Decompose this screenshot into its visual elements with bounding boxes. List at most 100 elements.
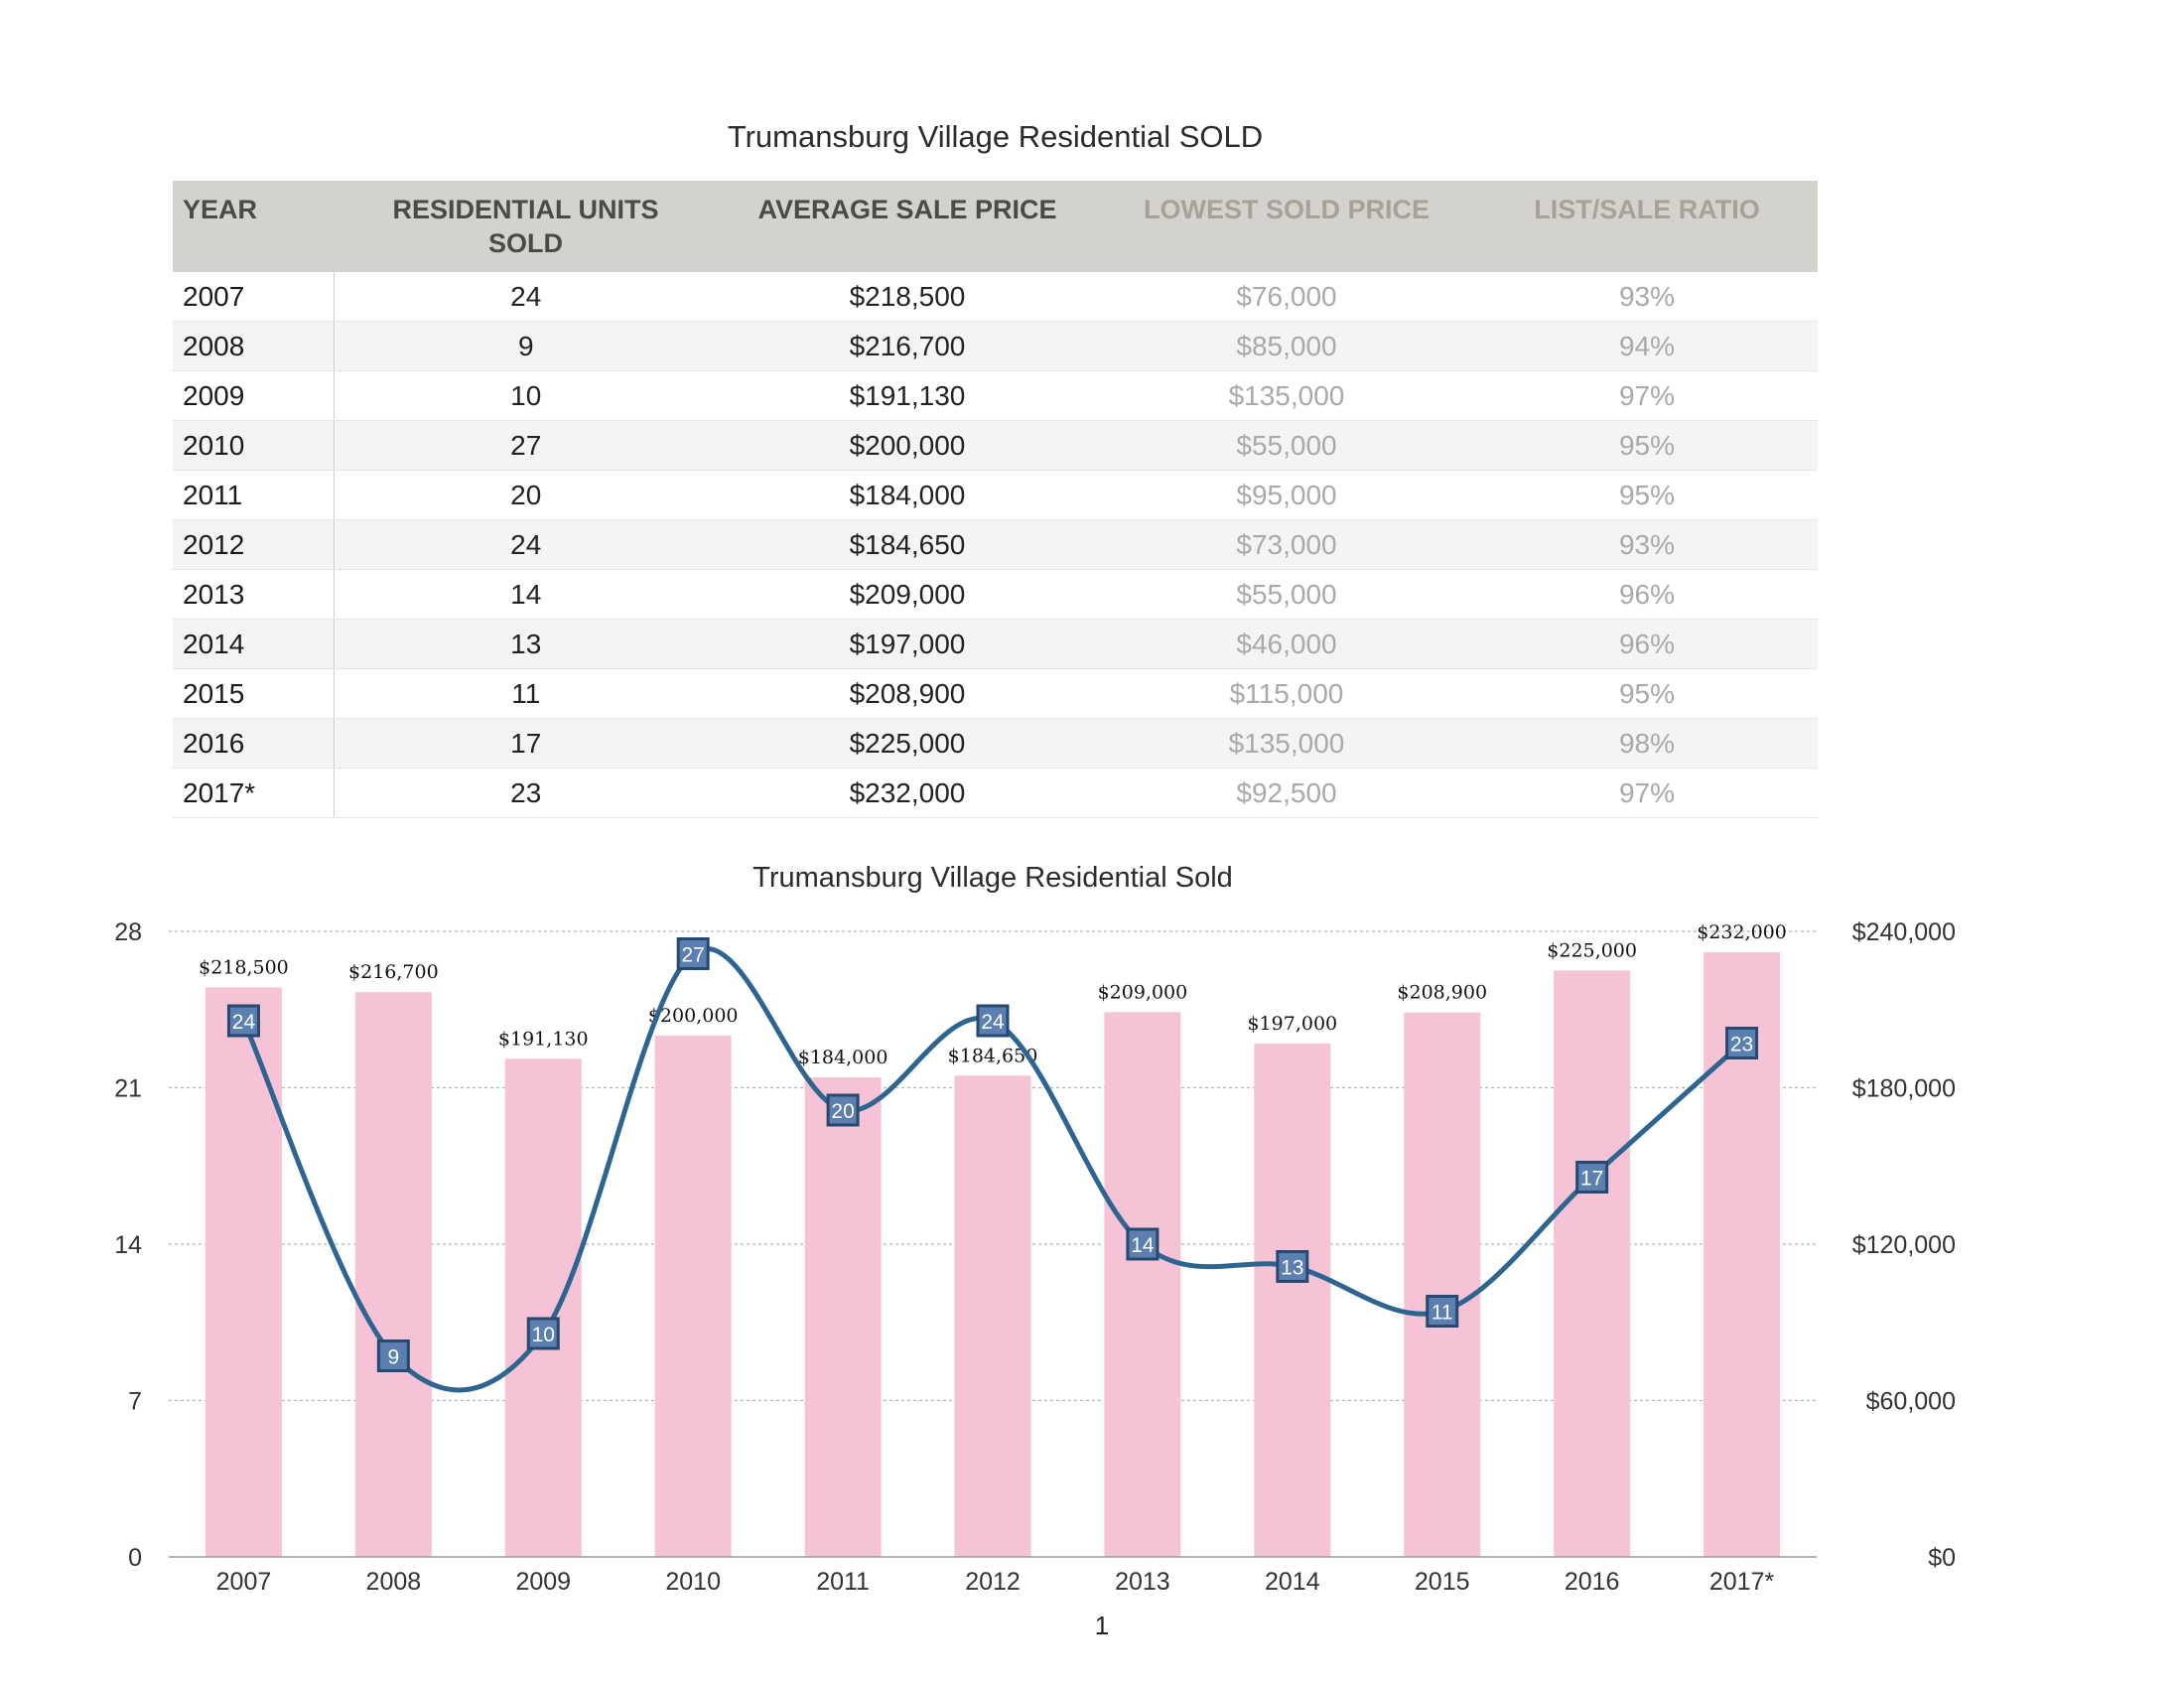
bar-data-label: $225,000 bbox=[1547, 939, 1637, 961]
line-point-label: 27 bbox=[682, 944, 705, 967]
cell-year: 2013 bbox=[173, 569, 335, 620]
x-tick-label: 2009 bbox=[515, 1568, 571, 1596]
bar-data-label: $216,700 bbox=[348, 961, 439, 983]
table-row: 2016 17 $225,000 $135,000 98% bbox=[173, 718, 1818, 769]
cell-lowest-price: $46,000 bbox=[1097, 619, 1476, 669]
cell-year: 2007 bbox=[173, 272, 335, 322]
bar-data-label: $209,000 bbox=[1098, 981, 1188, 1003]
bar-data-label: $184,650 bbox=[948, 1045, 1038, 1066]
cell-average-price: $184,650 bbox=[718, 519, 1097, 570]
x-tick-label: 2007 bbox=[216, 1568, 272, 1596]
x-tick-label: 2010 bbox=[665, 1568, 721, 1596]
header-list-sale-ratio: LIST/SALE RATIO bbox=[1476, 181, 1818, 272]
cell-year: 2014 bbox=[173, 619, 335, 669]
table-row: 2010 27 $200,000 $55,000 95% bbox=[173, 420, 1818, 471]
cell-ratio: 96% bbox=[1476, 619, 1818, 669]
table-row: 2009 10 $191,130 $135,000 97% bbox=[173, 370, 1818, 421]
cell-lowest-price: $95,000 bbox=[1097, 470, 1476, 520]
line-point-marker bbox=[376, 1339, 410, 1372]
cell-lowest-price: $55,000 bbox=[1097, 569, 1476, 620]
bar-data-label: $197,000 bbox=[1247, 1013, 1337, 1035]
cell-ratio: 95% bbox=[1476, 420, 1818, 471]
cell-year: 2010 bbox=[173, 420, 335, 471]
line-point-marker bbox=[1725, 1027, 1759, 1059]
bar-data-label: $218,500 bbox=[199, 956, 289, 978]
cell-units-sold: 11 bbox=[334, 668, 718, 719]
units-sold-line bbox=[241, 946, 1744, 1393]
cell-lowest-price: $85,000 bbox=[1097, 321, 1476, 371]
cell-year: 2017* bbox=[173, 768, 335, 818]
x-tick-label: 2008 bbox=[366, 1568, 422, 1596]
table-row: 2008 9 $216,700 $85,000 94% bbox=[173, 321, 1818, 371]
y-left-tick-label: 0 bbox=[128, 1544, 142, 1572]
cell-lowest-price: $135,000 bbox=[1097, 370, 1476, 421]
cell-lowest-price: $55,000 bbox=[1097, 420, 1476, 471]
cell-year: 2012 bbox=[173, 519, 335, 570]
line-point-marker bbox=[1575, 1161, 1609, 1194]
table-row: 2012 24 $184,650 $73,000 93% bbox=[173, 519, 1818, 570]
x-tick-label: 2017* bbox=[1709, 1568, 1775, 1596]
bar bbox=[654, 1036, 732, 1557]
bar bbox=[1404, 1012, 1481, 1557]
cell-average-price: $197,000 bbox=[718, 619, 1097, 669]
cell-units-sold: 20 bbox=[334, 470, 718, 520]
bar bbox=[504, 1058, 582, 1557]
cell-year: 2016 bbox=[173, 718, 335, 769]
cell-ratio: 96% bbox=[1476, 569, 1818, 620]
cell-average-price: $208,900 bbox=[718, 668, 1097, 719]
line-point-marker bbox=[1276, 1250, 1309, 1283]
table-row: 2011 20 $184,000 $95,000 95% bbox=[173, 470, 1818, 520]
bar bbox=[1104, 1012, 1181, 1557]
header-year: YEAR bbox=[173, 181, 334, 272]
line-point-label: 17 bbox=[1580, 1168, 1603, 1191]
table-row: 2013 14 $209,000 $55,000 96% bbox=[173, 569, 1818, 620]
cell-lowest-price: $73,000 bbox=[1097, 519, 1476, 570]
line-point-label: 23 bbox=[1730, 1034, 1753, 1056]
cell-lowest-price: $76,000 bbox=[1097, 272, 1476, 322]
cell-average-price: $216,700 bbox=[718, 321, 1097, 371]
y-left-tick-label: 21 bbox=[114, 1075, 142, 1103]
line-point-marker bbox=[976, 1004, 1010, 1038]
line-point-label: 24 bbox=[232, 1011, 256, 1034]
x-tick-label: 2015 bbox=[1415, 1568, 1470, 1596]
bar bbox=[804, 1077, 882, 1557]
bar bbox=[1254, 1043, 1331, 1557]
y-right-tick-label: $120,000 bbox=[1852, 1231, 1956, 1259]
table-row: 2014 13 $197,000 $46,000 96% bbox=[173, 619, 1818, 669]
cell-ratio: 93% bbox=[1476, 519, 1818, 570]
line-point-label: 9 bbox=[388, 1346, 400, 1369]
cell-ratio: 97% bbox=[1476, 370, 1818, 421]
header-units-sold: RESIDENTIAL UNITS SOLD bbox=[334, 181, 718, 272]
line-point-label: 14 bbox=[1131, 1234, 1155, 1257]
header-average-sale-price: AVERAGE SALE PRICE bbox=[718, 181, 1097, 272]
cell-year: 2015 bbox=[173, 668, 335, 719]
line-point-marker bbox=[676, 937, 710, 970]
cell-units-sold: 23 bbox=[334, 768, 718, 818]
sales-table: YEAR RESIDENTIAL UNITS SOLD AVERAGE SALE … bbox=[173, 181, 1818, 818]
line-point-label: 13 bbox=[1281, 1257, 1303, 1280]
header-lowest-sold-price: LOWEST SOLD PRICE bbox=[1097, 181, 1476, 272]
y-right-tick-label: $0 bbox=[1928, 1544, 1956, 1572]
cell-ratio: 93% bbox=[1476, 272, 1818, 322]
line-point-marker bbox=[226, 1004, 260, 1038]
cell-units-sold: 14 bbox=[334, 569, 718, 620]
cell-ratio: 97% bbox=[1476, 768, 1818, 818]
cell-year: 2011 bbox=[173, 470, 335, 520]
x-tick-label: 2012 bbox=[965, 1568, 1021, 1596]
line-point-marker bbox=[826, 1093, 860, 1127]
y-right-tick-label: $180,000 bbox=[1852, 1075, 1956, 1103]
cell-lowest-price: $115,000 bbox=[1097, 668, 1476, 719]
cell-lowest-price: $92,500 bbox=[1097, 768, 1476, 818]
cell-average-price: $225,000 bbox=[718, 718, 1097, 769]
cell-ratio: 95% bbox=[1476, 668, 1818, 719]
cell-units-sold: 24 bbox=[334, 519, 718, 570]
line-point-label: 10 bbox=[532, 1324, 555, 1346]
cell-year: 2008 bbox=[173, 321, 335, 371]
x-tick-label: 2013 bbox=[1115, 1568, 1170, 1596]
cell-average-price: $184,000 bbox=[718, 470, 1097, 520]
y-left-tick-label: 7 bbox=[128, 1388, 142, 1416]
bar-data-label: $200,000 bbox=[648, 1005, 739, 1027]
y-right-tick-label: $60,000 bbox=[1866, 1388, 1956, 1416]
cell-average-price: $191,130 bbox=[718, 370, 1097, 421]
cell-units-sold: 27 bbox=[334, 420, 718, 471]
